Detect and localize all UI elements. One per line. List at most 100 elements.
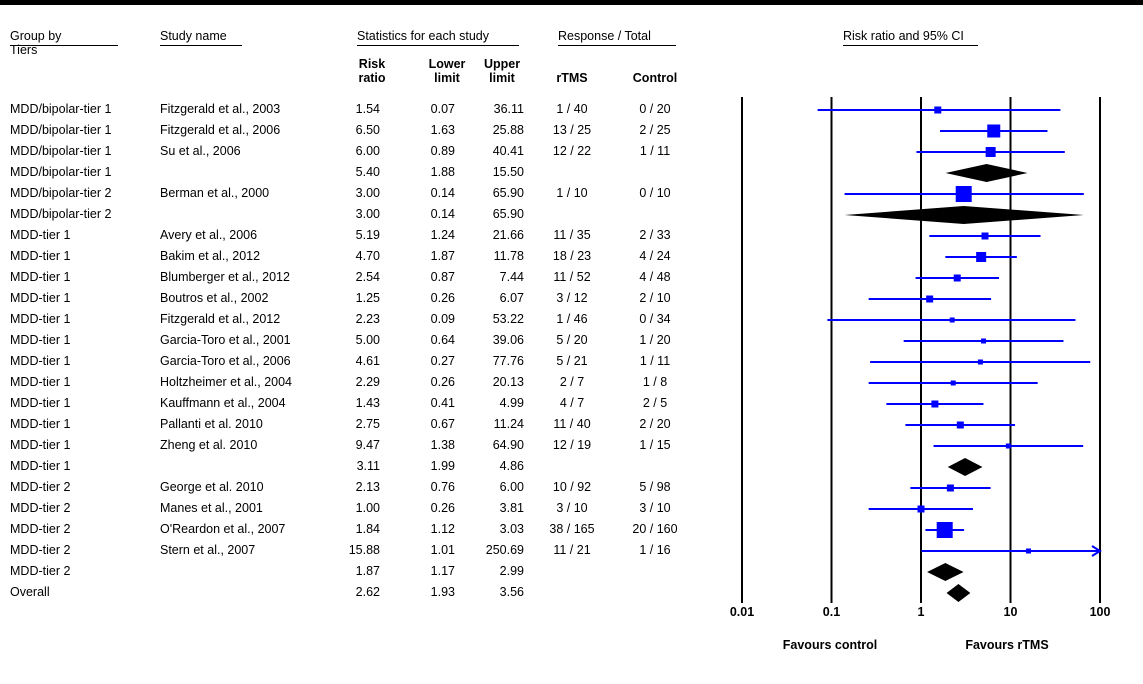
group-cell: MDD-tier 2 bbox=[10, 564, 71, 578]
control-cell: 1 / 8 bbox=[642, 375, 668, 389]
study-name-cell: Garcia-Toro et al., 2001 bbox=[160, 333, 291, 347]
rtms-cell: 3 / 12 bbox=[556, 291, 588, 305]
upper-limit-cell: 36.11 bbox=[493, 102, 524, 116]
risk-ratio-cell: 4.70 bbox=[355, 249, 380, 263]
lower-limit-cell: 0.26 bbox=[430, 291, 455, 305]
upper-limit-cell: 4.86 bbox=[499, 459, 524, 473]
group-cell: MDD/bipolar-tier 2 bbox=[10, 186, 112, 200]
control-cell: 5 / 98 bbox=[639, 480, 671, 494]
point-estimate bbox=[931, 400, 939, 408]
rtms-cell: 1 / 40 bbox=[556, 102, 588, 116]
point-estimate bbox=[985, 147, 996, 157]
upper-limit-cell: 77.76 bbox=[492, 354, 524, 368]
risk-ratio-cell: 1.43 bbox=[355, 396, 380, 410]
risk-ratio-cell: 2.29 bbox=[355, 375, 380, 389]
upper-limit-cell: 39.06 bbox=[492, 333, 524, 347]
table-row: MDD-tier 1 Fitzgerald et al., 2012 2.23 0.0… bbox=[0, 312, 720, 333]
header-lower-limit: Lower limit bbox=[428, 57, 466, 85]
group-cell: MDD/bipolar-tier 2 bbox=[10, 207, 112, 221]
header-study-name-underline bbox=[160, 45, 242, 46]
rtms-cell: 1 / 46 bbox=[556, 312, 588, 326]
risk-ratio-cell: 2.75 bbox=[355, 417, 380, 431]
group-cell: MDD-tier 1 bbox=[10, 354, 71, 368]
group-cell: MDD-tier 1 bbox=[10, 228, 71, 242]
risk-ratio-cell: 2.62 bbox=[355, 585, 380, 599]
risk-ratio-cell: 5.40 bbox=[355, 165, 380, 179]
study-name-cell: Stern et al., 2007 bbox=[160, 543, 256, 557]
rtms-cell: 3 / 10 bbox=[556, 501, 588, 515]
lower-limit-cell: 0.27 bbox=[430, 354, 455, 368]
upper-limit-cell: 250.69 bbox=[485, 543, 524, 557]
study-name-cell: Fitzgerald et al., 2006 bbox=[160, 123, 281, 137]
upper-limit-cell: 3.56 bbox=[499, 585, 524, 599]
group-cell: Overall bbox=[10, 585, 50, 599]
lower-limit-cell: 0.64 bbox=[430, 333, 455, 347]
header-control: Control bbox=[632, 71, 678, 85]
lower-limit-cell: 1.93 bbox=[430, 585, 455, 599]
lower-limit-cell: 0.26 bbox=[430, 375, 455, 389]
point-estimate bbox=[917, 505, 925, 513]
group-cell: MDD/bipolar-tier 1 bbox=[10, 144, 112, 158]
control-cell: 2 / 33 bbox=[639, 228, 671, 242]
rtms-cell: 38 / 165 bbox=[549, 522, 595, 536]
summary-diamond bbox=[945, 164, 1028, 182]
group-cell: MDD-tier 1 bbox=[10, 333, 71, 347]
rtms-cell: 10 / 92 bbox=[552, 480, 592, 494]
control-cell: 1 / 16 bbox=[639, 543, 671, 557]
group-cell: MDD-tier 2 bbox=[10, 522, 71, 536]
table-row: MDD-tier 1 Pallanti et al. 2010 2.75 0.67 11… bbox=[0, 417, 720, 438]
control-cell: 2 / 10 bbox=[639, 291, 671, 305]
point-estimate bbox=[934, 106, 942, 114]
group-cell: MDD-tier 1 bbox=[10, 270, 71, 284]
x-tick-label: 100 bbox=[1090, 605, 1111, 619]
control-cell: 1 / 20 bbox=[639, 333, 671, 347]
lower-limit-cell: 1.17 bbox=[430, 564, 455, 578]
table-row: MDD-tier 1 Bakim et al., 2012 4.70 1.87 11.7… bbox=[0, 249, 720, 270]
lower-limit-cell: 0.26 bbox=[430, 501, 455, 515]
control-cell: 1 / 15 bbox=[639, 438, 671, 452]
upper-limit-cell: 40.41 bbox=[492, 144, 524, 158]
control-cell: 1 / 11 bbox=[639, 354, 671, 368]
study-name-cell: Garcia-Toro et al., 2006 bbox=[160, 354, 291, 368]
point-estimate bbox=[976, 252, 987, 262]
summary-diamond bbox=[946, 584, 971, 602]
group-cell: MDD-tier 1 bbox=[10, 312, 71, 326]
risk-ratio-cell: 3.11 bbox=[356, 459, 380, 473]
table-row: MDD-tier 1 Avery et al., 2006 5.19 1.24 21.6… bbox=[0, 228, 720, 249]
x-tick-label: 1 bbox=[918, 605, 925, 619]
study-name-cell: Pallanti et al. 2010 bbox=[160, 417, 263, 431]
table-row: MDD-tier 2 1.87 1.17 2.99 bbox=[0, 564, 720, 585]
x-tick-label: 0.1 bbox=[823, 605, 840, 619]
group-cell: MDD-tier 1 bbox=[10, 396, 71, 410]
point-estimate bbox=[953, 274, 961, 282]
lower-limit-cell: 0.76 bbox=[430, 480, 455, 494]
control-cell: 2 / 5 bbox=[642, 396, 668, 410]
upper-limit-cell: 53.22 bbox=[492, 312, 524, 326]
risk-ratio-cell: 3.00 bbox=[355, 207, 380, 221]
group-cell: MDD/bipolar-tier 1 bbox=[10, 102, 112, 116]
table-row: MDD-tier 1 3.11 1.99 4.86 bbox=[0, 459, 720, 480]
header-group-by: Group by bbox=[10, 29, 62, 43]
risk-ratio-cell: 5.00 bbox=[355, 333, 380, 347]
point-estimate bbox=[955, 186, 972, 202]
favours-rtms-label: Favours rTMS bbox=[965, 638, 1048, 652]
rtms-cell: 5 / 21 bbox=[556, 354, 588, 368]
control-cell: 1 / 11 bbox=[639, 144, 671, 158]
ci-arrow bbox=[1091, 545, 1102, 557]
group-cell: MDD/bipolar-tier 1 bbox=[10, 123, 112, 137]
summary-diamond bbox=[947, 458, 983, 476]
header-rr-ci: Risk ratio and 95% CI bbox=[843, 29, 964, 43]
header-response-total-underline bbox=[558, 45, 676, 46]
lower-limit-cell: 0.14 bbox=[430, 207, 455, 221]
study-name-cell: Blumberger et al., 2012 bbox=[160, 270, 290, 284]
header-tiers: Tiers bbox=[10, 43, 38, 57]
lower-limit-cell: 1.87 bbox=[430, 249, 455, 263]
lower-limit-cell: 0.41 bbox=[430, 396, 455, 410]
study-name-cell: Fitzgerald et al., 2012 bbox=[160, 312, 281, 326]
lower-limit-cell: 1.24 bbox=[430, 228, 455, 242]
group-cell: MDD-tier 1 bbox=[10, 438, 71, 452]
top-rule bbox=[0, 0, 1143, 5]
table-row: MDD-tier 2 Manes et al., 2001 1.00 0.26 3.81… bbox=[0, 501, 720, 522]
risk-ratio-cell: 15.88 bbox=[348, 543, 380, 557]
upper-limit-cell: 6.07 bbox=[499, 291, 524, 305]
